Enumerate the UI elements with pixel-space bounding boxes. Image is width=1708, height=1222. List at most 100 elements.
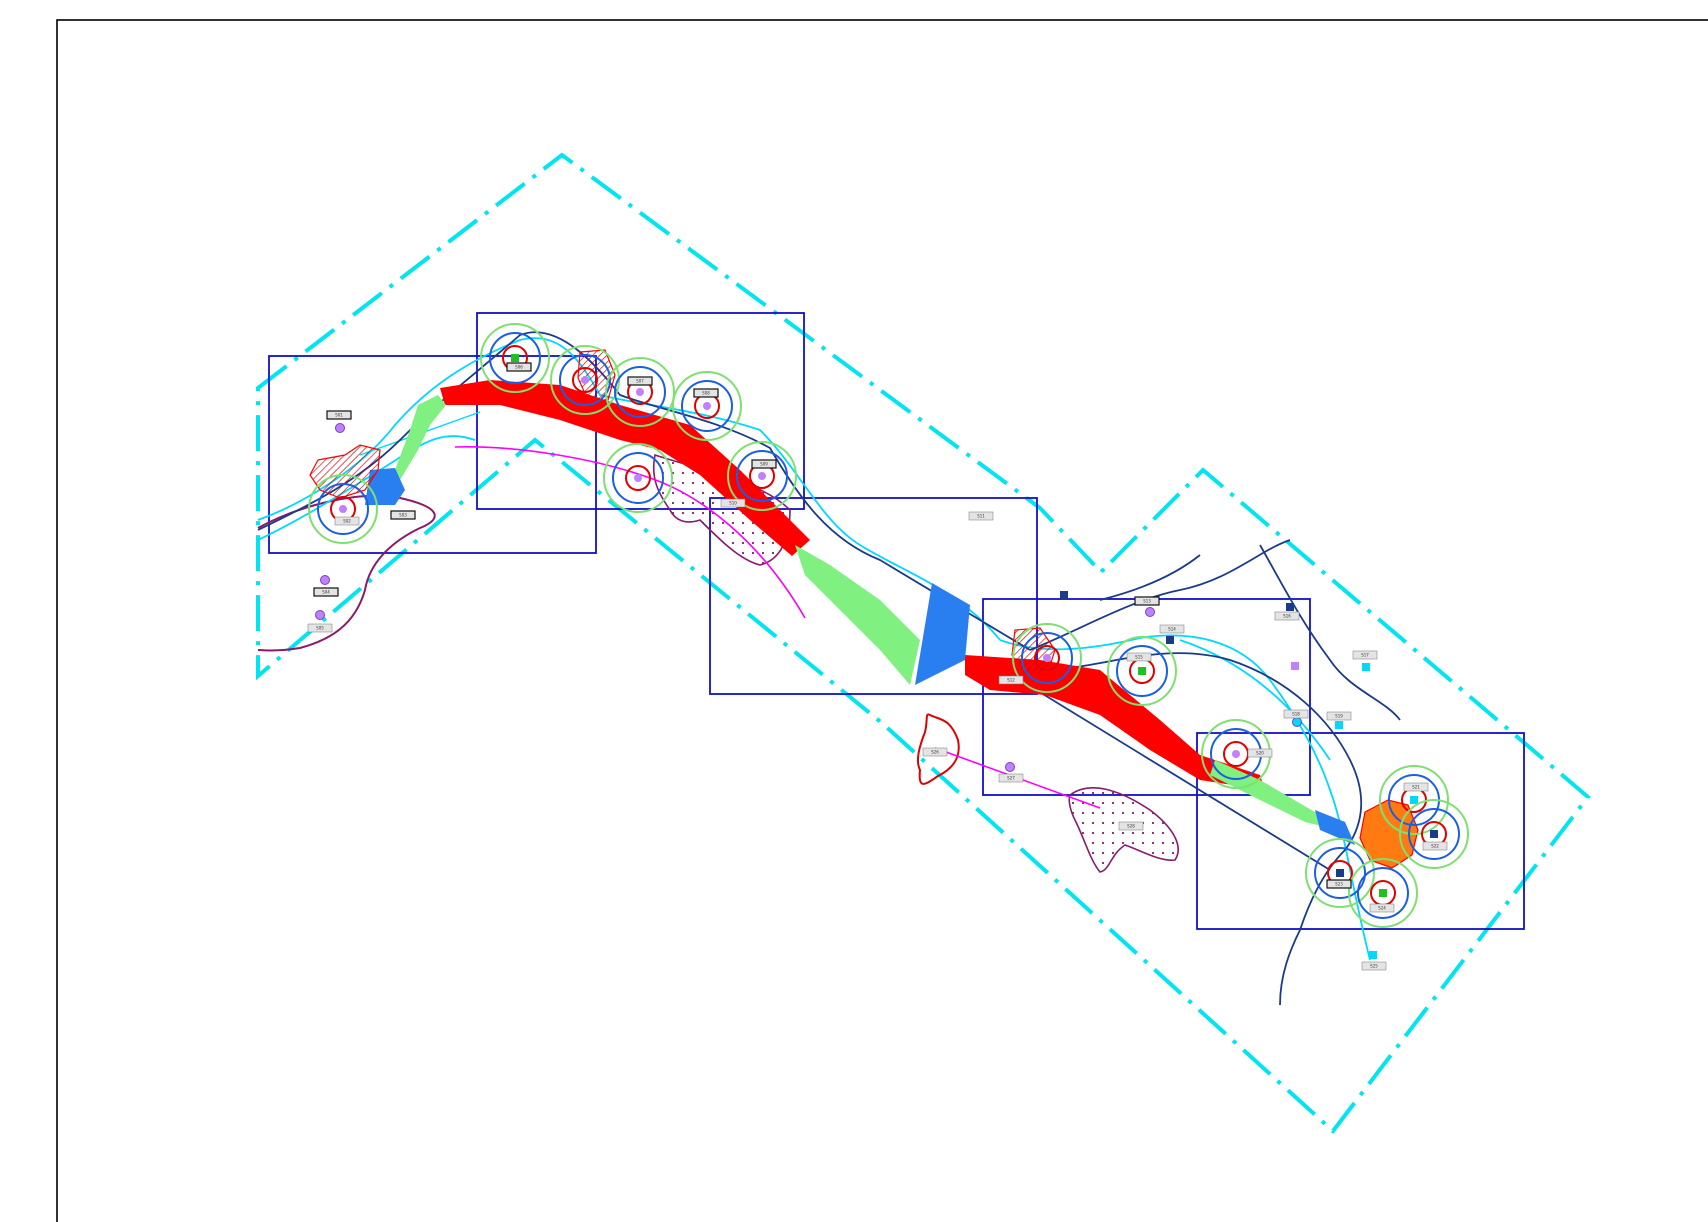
point-marker[interactable]	[1369, 951, 1377, 959]
map-tag-box	[998, 773, 1024, 783]
site-marker[interactable]	[1043, 654, 1051, 662]
site-marker[interactable]	[703, 402, 711, 410]
map-tag-label: S03	[399, 513, 407, 518]
site-marker[interactable]	[1232, 750, 1240, 758]
map-tag[interactable]: S10	[720, 498, 746, 508]
map-tag-label: S10	[729, 501, 737, 506]
map-tag-box	[326, 410, 352, 420]
map-tag[interactable]: S03	[390, 510, 416, 520]
map-tag[interactable]: S19	[1326, 711, 1352, 721]
map-tag[interactable]: S12	[998, 675, 1024, 685]
map-tag[interactable]: S22	[1422, 841, 1448, 851]
buffer-ring	[317, 483, 369, 535]
point-marker[interactable]	[1145, 607, 1155, 617]
site-marker[interactable]	[758, 472, 766, 480]
map-tag[interactable]: S16	[1274, 611, 1300, 621]
map-tag-label: S15	[1135, 655, 1143, 660]
frame-1	[268, 355, 597, 554]
buffer-ring	[605, 357, 675, 427]
buffer-ring	[603, 443, 673, 513]
map-tag-box	[720, 498, 746, 508]
map-tag-box	[307, 623, 333, 633]
map-tag-box	[968, 511, 994, 521]
buffer-ring	[489, 332, 541, 384]
point-marker[interactable]	[315, 610, 325, 620]
buffer-ring	[1107, 636, 1177, 706]
point-markers	[315, 423, 1377, 959]
site-marker[interactable]	[1336, 869, 1344, 877]
map-tag[interactable]: S02	[334, 516, 360, 526]
map-tag[interactable]: S04	[313, 587, 339, 597]
project-boundary	[256, 152, 1591, 1134]
site-marker[interactable]	[339, 505, 347, 513]
point-marker[interactable]	[1292, 717, 1302, 727]
site-marker[interactable]	[1430, 830, 1438, 838]
label-tags: S01 S02 S03 S04 S05 S06 S07 S08 S09 S10 S11 S12 S13 S…	[307, 362, 1448, 971]
buffer-ring	[672, 371, 742, 441]
map-tag-box	[1403, 782, 1429, 792]
site-marker[interactable]	[1379, 889, 1387, 897]
point-marker[interactable]	[1335, 721, 1343, 729]
map-tag-box	[1274, 611, 1300, 621]
point-marker[interactable]	[1362, 663, 1370, 671]
map-tag-label: S02	[343, 519, 351, 524]
map-tag[interactable]: S14	[1159, 624, 1185, 634]
map-tag[interactable]: S23	[1326, 879, 1352, 889]
map-tag-label: S16	[1283, 614, 1291, 619]
site-marker[interactable]	[634, 474, 642, 482]
site-marker[interactable]	[636, 388, 644, 396]
red-outline-zone	[916, 713, 960, 785]
map-tag[interactable]: S26	[922, 747, 948, 757]
buffer-ring	[1348, 858, 1418, 928]
map-tag[interactable]: S24	[1369, 903, 1395, 913]
point-marker[interactable]	[1005, 762, 1015, 772]
map-tag[interactable]: S01	[326, 410, 352, 420]
map-tag[interactable]: S13	[1134, 596, 1160, 606]
site-marker[interactable]	[511, 354, 519, 362]
buffer-ring	[1012, 623, 1082, 693]
map-tag[interactable]: S28	[1118, 821, 1144, 831]
site-marker[interactable]	[1138, 667, 1146, 675]
sheet-border	[56, 19, 1708, 1222]
buffer-ring	[625, 465, 651, 491]
point-marker[interactable]	[335, 423, 345, 433]
map-tag[interactable]: S11	[968, 511, 994, 521]
map-tag-box	[1326, 711, 1352, 721]
map-tag[interactable]: S20	[1247, 748, 1273, 758]
point-marker[interactable]	[1060, 591, 1068, 599]
map-tag-label: S06	[515, 365, 523, 370]
map-tag[interactable]: S07	[627, 376, 653, 386]
point-marker[interactable]	[320, 575, 330, 585]
map-tag[interactable]: S06	[506, 362, 532, 372]
map-tag[interactable]: S27	[998, 773, 1024, 783]
map-tag[interactable]: S25	[1361, 961, 1387, 971]
hazard-high-main	[440, 380, 810, 556]
map-tag[interactable]: S05	[307, 623, 333, 633]
flood-zone-west	[257, 494, 436, 652]
map-tag-label: S22	[1431, 844, 1439, 849]
map-tag[interactable]: S08	[693, 388, 719, 398]
map-tag[interactable]: S21	[1403, 782, 1429, 792]
map-tag[interactable]: S17	[1352, 650, 1378, 660]
map-tag-label: S11	[977, 514, 985, 519]
point-marker[interactable]	[1166, 636, 1174, 644]
map-tag-box	[1159, 624, 1185, 634]
map-tag[interactable]: S15	[1126, 652, 1152, 662]
site-marker[interactable]	[1410, 796, 1418, 804]
map-tag[interactable]: S09	[751, 459, 777, 469]
frame-3	[709, 497, 1038, 695]
map-tag-box	[922, 747, 948, 757]
buffer-ring	[308, 474, 378, 544]
map-tag-label: S17	[1361, 653, 1369, 658]
buffer-ring	[681, 380, 733, 432]
map-tag-box	[1352, 650, 1378, 660]
buffer-ring	[736, 450, 788, 502]
site-marker[interactable]	[581, 376, 589, 384]
map-tag-box	[627, 376, 653, 386]
point-marker[interactable]	[1286, 603, 1294, 611]
map-tag[interactable]: S18	[1283, 709, 1309, 719]
point-marker[interactable]	[1291, 662, 1299, 670]
buffer-ring	[727, 441, 797, 511]
map-tag-label: S04	[322, 590, 330, 595]
